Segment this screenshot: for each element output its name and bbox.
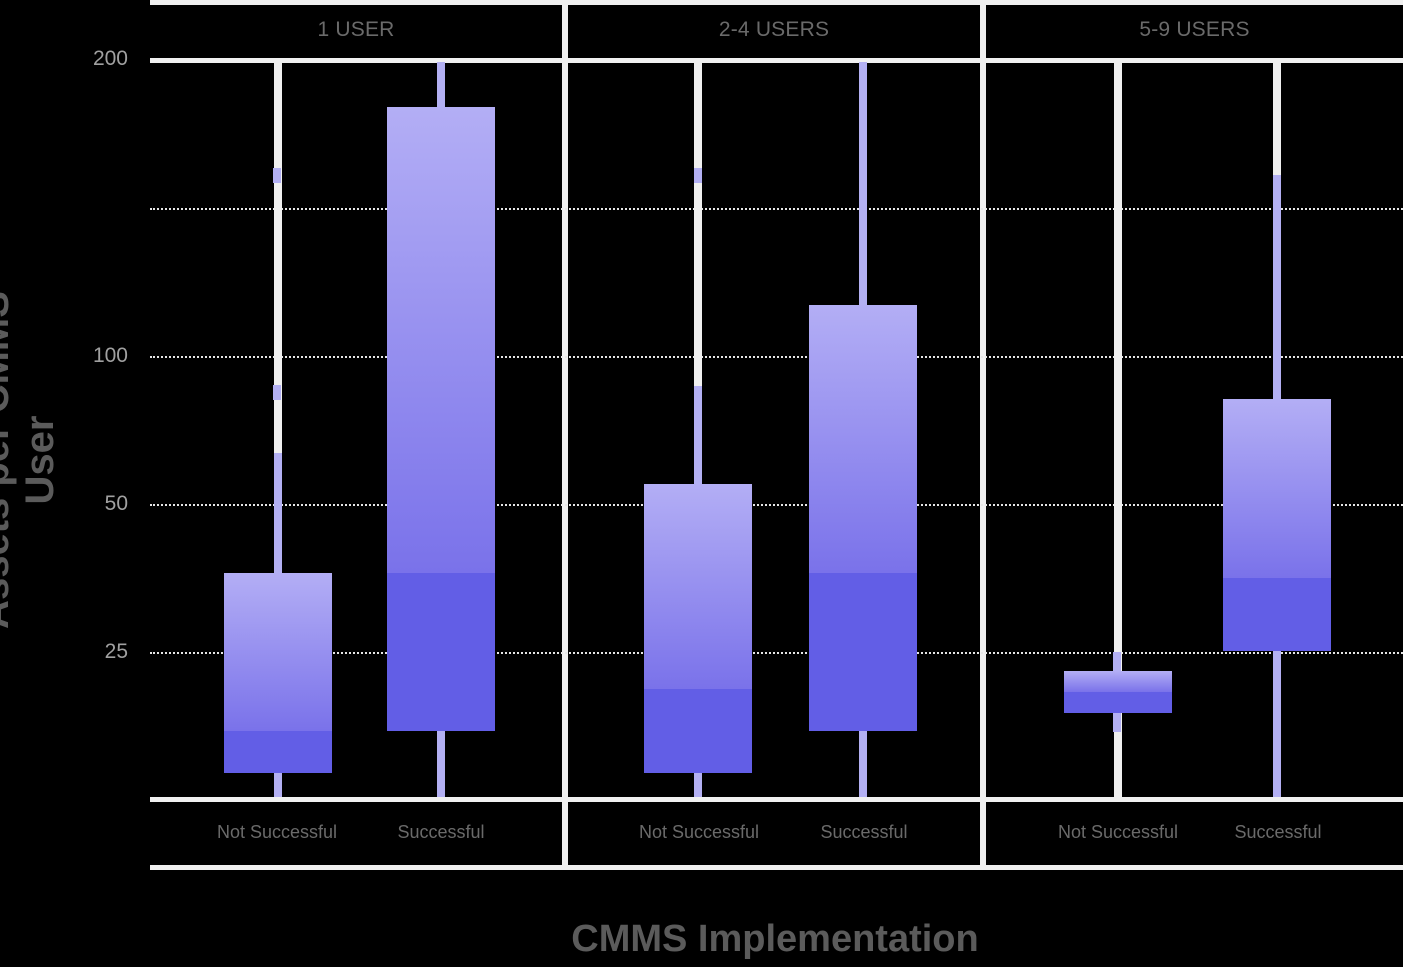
category-line (274, 62, 282, 798)
frame-top (150, 0, 1403, 5)
xcat-not-successful: Not Successful (638, 822, 760, 842)
whisker-upper (859, 62, 867, 305)
box-1user-successful (387, 107, 495, 731)
ytick-200: 200 (92, 47, 128, 70)
facet-header-divider (150, 58, 1403, 63)
whisker-lower (437, 731, 445, 797)
whisker-lower (694, 773, 702, 797)
box-lower-quartile (644, 689, 752, 773)
facet-title-2-4-users: 2-4 USERS (718, 18, 830, 41)
ytick-100: 100 (92, 344, 128, 367)
x-axis-title: CMMS Implementation (571, 918, 979, 960)
box-lower-quartile (387, 573, 495, 731)
category-line (1273, 62, 1281, 176)
outlier-point (273, 385, 281, 400)
xcat-not-successful: Not Successful (216, 822, 338, 842)
gridline-100 (150, 356, 1403, 358)
frame-bottom (150, 865, 1403, 870)
y-axis-title: Assets per CMMS User (0, 291, 62, 629)
box-lower-quartile (224, 731, 332, 773)
box-upper-quartile (1223, 399, 1331, 578)
whisker-upper (1273, 175, 1281, 399)
whisker-lower (859, 731, 867, 797)
gridline-150 (150, 208, 1403, 210)
whisker-upper (437, 62, 445, 107)
xcat-successful: Successful (820, 822, 908, 842)
box-upper-quartile (387, 107, 495, 573)
xcat-successful: Successful (1234, 822, 1322, 842)
ytick-25: 25 (104, 640, 128, 663)
whisker-lower (1273, 651, 1281, 797)
facet-title-5-9-users: 5-9 USERS (1139, 18, 1250, 41)
box-5-9users-not-successful (1064, 671, 1172, 713)
box-upper-quartile (1064, 671, 1172, 692)
box-upper-quartile (809, 305, 917, 573)
xcat-successful: Successful (397, 822, 485, 842)
facet-title-1-user: 1 USER (317, 18, 395, 41)
gridline-25 (150, 652, 1403, 654)
outlier-point (694, 168, 702, 183)
ytick-50: 50 (104, 492, 128, 515)
whisker-lower (274, 773, 282, 797)
outlier-point (273, 168, 281, 183)
box-5-9users-successful (1223, 399, 1331, 651)
box-upper-quartile (644, 484, 752, 689)
whisker-upper (1113, 652, 1121, 671)
box-lower-quartile (809, 573, 917, 731)
facet-divider-2 (980, 0, 986, 868)
gridline-50 (150, 504, 1403, 506)
box-lower-quartile (1064, 692, 1172, 713)
box-1user-not-successful (224, 573, 332, 773)
whisker-upper (694, 386, 702, 484)
plot-bottom-axis (150, 797, 1403, 802)
box-2-4users-not-successful (644, 484, 752, 773)
box-upper-quartile (224, 573, 332, 731)
whisker-lower (1113, 713, 1121, 732)
xcat-not-successful: Not Successful (1057, 822, 1179, 842)
box-lower-quartile (1223, 578, 1331, 651)
box-2-4users-successful (809, 305, 917, 731)
category-line (1114, 62, 1122, 798)
whisker-upper (274, 453, 282, 573)
facet-divider-1 (562, 0, 568, 868)
